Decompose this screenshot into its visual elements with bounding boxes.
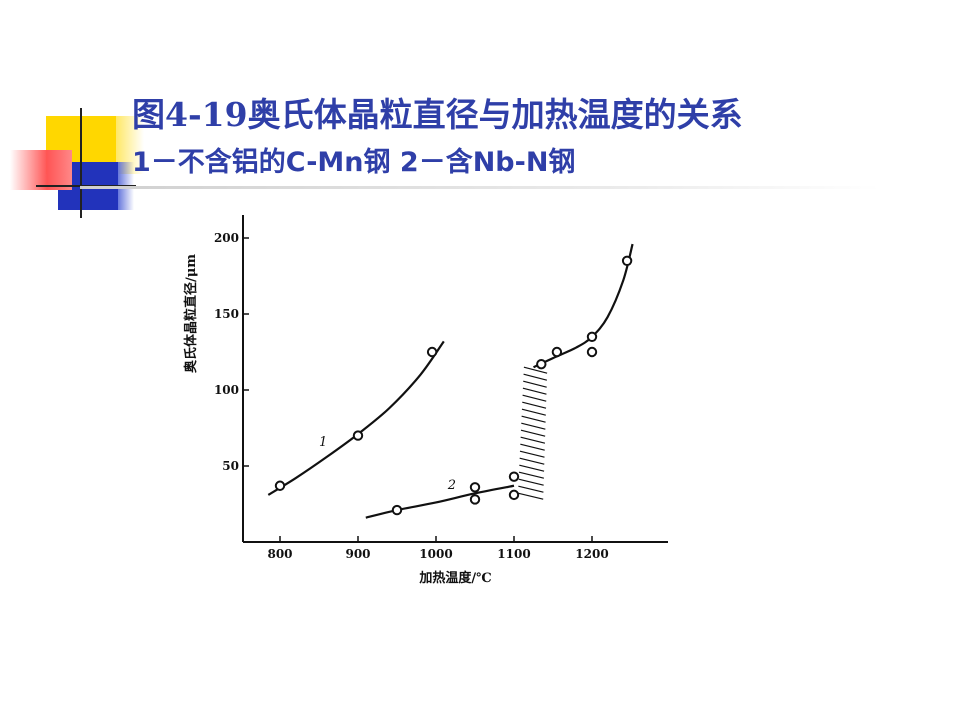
y-tick-label: 50 — [222, 459, 239, 473]
hatch-line — [523, 380, 547, 388]
series-2-point — [621, 255, 633, 266]
series-1-point — [352, 430, 364, 441]
series-2-curve-low — [365, 484, 515, 519]
x-tick-label: 1000 — [419, 547, 452, 561]
hatch-line — [518, 485, 544, 493]
hatch-line — [520, 436, 546, 444]
series-2-curve-high — [533, 243, 634, 369]
series-2-point — [508, 471, 520, 482]
data-points — [274, 255, 633, 516]
hatch-line — [523, 373, 548, 381]
hatch-line — [518, 471, 544, 479]
series-2-point — [391, 504, 403, 516]
y-tick-label: 150 — [214, 307, 239, 321]
chart-labels: 800 900 1000 1100 1200 50 100 150 200 加热温度/℃ 奥氏体晶粒… — [183, 231, 609, 586]
x-tick-label: 800 — [267, 547, 292, 561]
slide-subtitle: 1－不含铝的C-Mn钢 2－含Nb-N钢 — [132, 147, 576, 178]
x-tick-label: 1200 — [575, 547, 608, 561]
hatch-line — [521, 422, 546, 430]
hatch-line — [521, 408, 546, 416]
series-2-point — [586, 346, 598, 358]
y-tick-label: 200 — [214, 231, 239, 245]
series-2-point — [469, 494, 481, 505]
series-2-point — [551, 346, 563, 358]
series-2-label: 2 — [447, 478, 456, 493]
hatch-line — [520, 429, 546, 437]
hatch-line — [519, 464, 545, 472]
hatch-line — [519, 457, 545, 465]
series-1-curve — [267, 340, 445, 496]
transition-hatch — [517, 366, 548, 500]
series-2-point — [586, 331, 598, 342]
x-axis-title: 加热温度/℃ — [418, 570, 491, 586]
hatch-line — [519, 450, 545, 458]
hatch-line — [521, 415, 546, 423]
y-tick-label: 100 — [214, 383, 239, 397]
y-axis-title: 奥氏体晶粒直径/μm — [183, 254, 199, 373]
hatch-line — [523, 366, 548, 374]
series-1-point — [274, 480, 286, 491]
hatch-line — [517, 492, 544, 500]
series-2-point — [508, 489, 520, 501]
series-curves — [267, 243, 634, 519]
hatch-line — [522, 394, 547, 402]
x-tick-label: 900 — [345, 547, 370, 561]
series-2-point — [469, 482, 481, 493]
decor-vertical-line — [80, 108, 82, 218]
slide-title: 图4-19奥氏体晶粒直径与加热温度的关系 — [132, 95, 743, 134]
series-1-point — [426, 346, 438, 358]
axes — [242, 215, 668, 543]
decor-red-bar — [10, 150, 72, 190]
hatch-line — [522, 401, 547, 409]
hatch-line — [522, 387, 547, 395]
hatch-line — [520, 443, 545, 451]
x-tick-label: 1100 — [497, 547, 530, 561]
hatch-line — [518, 478, 544, 486]
series-1-label: 1 — [319, 435, 327, 450]
title-underline — [80, 186, 880, 189]
series-2-point — [536, 358, 547, 370]
